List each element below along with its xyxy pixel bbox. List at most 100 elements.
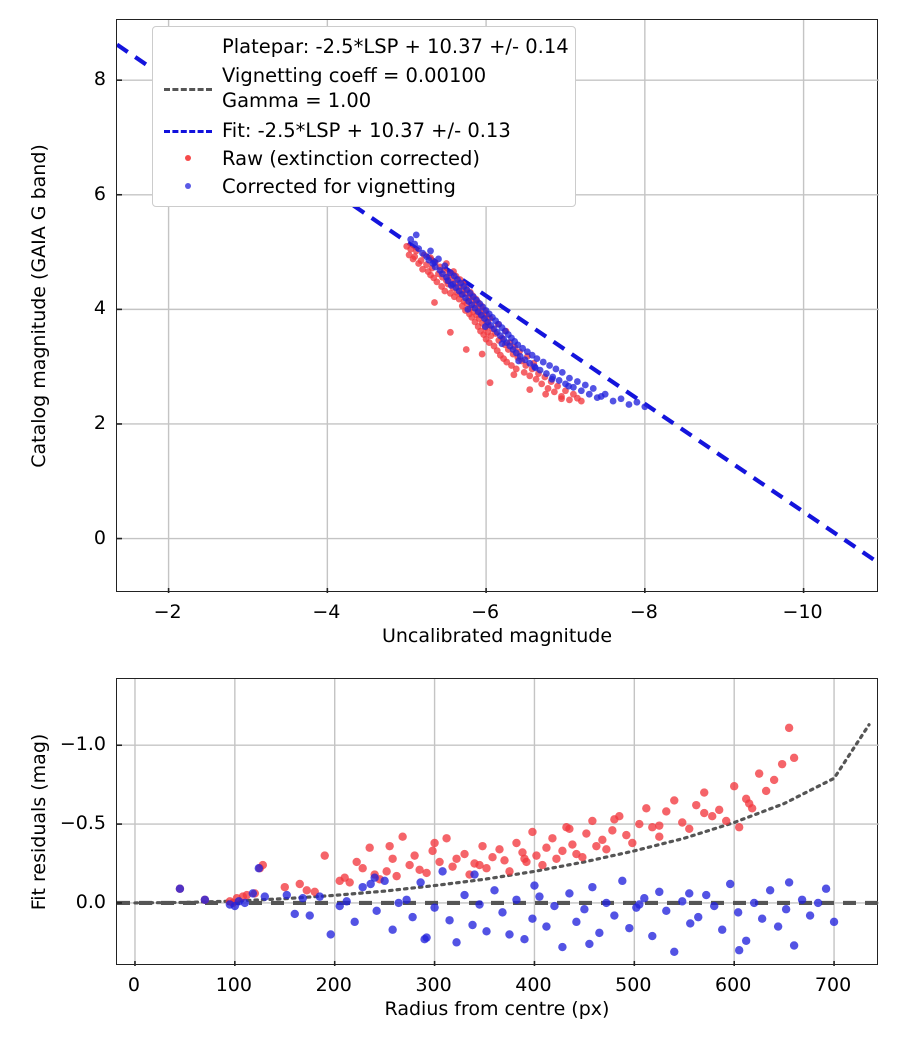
data-point (733, 908, 743, 917)
data-point (370, 873, 379, 882)
data-point (535, 892, 544, 901)
legend-key-dot-red (162, 147, 214, 169)
data-point (358, 864, 367, 873)
data-point (585, 390, 593, 398)
data-point (298, 893, 307, 903)
legend-item-vignetting: Vignetting coeff = 0.00100 Gamma = 1.00 (162, 60, 566, 116)
xtick-label: 700 (814, 974, 852, 996)
data-point (655, 821, 664, 830)
data-point (538, 860, 547, 870)
data-point (718, 925, 727, 934)
data-point (486, 379, 494, 387)
data-point (821, 884, 831, 893)
top-panel-ylabel: Catalog magnitude (GAIA G band) (28, 144, 50, 468)
data-point (350, 917, 359, 927)
data-point (523, 348, 531, 356)
data-point (558, 942, 567, 952)
data-point (678, 818, 687, 827)
data-point (610, 911, 619, 920)
legend: Platepar: -2.5*LSP + 10.37 +/- 0.14 Vign… (152, 26, 576, 207)
data-point (422, 868, 431, 878)
data-point (326, 930, 335, 939)
data-point (531, 364, 539, 372)
data-point (754, 769, 764, 778)
data-point (482, 927, 491, 936)
data-point (514, 341, 522, 349)
data-point (550, 901, 559, 911)
data-point (380, 876, 389, 886)
data-point (420, 934, 429, 944)
legend-key-dashed-gray (162, 77, 214, 99)
data-point (412, 231, 420, 239)
data-point (405, 860, 414, 870)
data-point (566, 396, 573, 404)
data-point (498, 340, 506, 348)
data-point (773, 922, 783, 931)
data-point (505, 867, 514, 876)
data-point (392, 871, 401, 881)
data-point (741, 936, 751, 945)
legend-item-corrected: Corrected for vignetting (162, 172, 566, 200)
data-point (578, 852, 587, 862)
data-point (427, 247, 434, 255)
data-point (617, 395, 625, 403)
data-point (700, 788, 709, 797)
data-point (702, 890, 711, 900)
data-point (382, 867, 391, 876)
data-point (694, 912, 703, 922)
data-point (470, 870, 479, 879)
data-point (581, 381, 589, 389)
data-point (282, 890, 291, 900)
data-point (542, 390, 550, 398)
data-point (670, 796, 679, 805)
data-point (415, 245, 423, 253)
data-point (577, 397, 585, 405)
data-point (784, 723, 794, 733)
data-point (358, 882, 367, 892)
legend-item-raw: Raw (extinction corrected) (162, 144, 566, 172)
data-point (431, 299, 438, 306)
legend-label-corrected: Corrected for vignetting (222, 174, 456, 198)
data-point (520, 368, 528, 376)
data-point (512, 838, 521, 848)
data-point (342, 897, 351, 906)
xtick-label: −8 (629, 601, 658, 623)
data-point (495, 845, 504, 854)
data-point (431, 258, 438, 266)
data-point (528, 914, 537, 923)
data-point (813, 898, 823, 908)
data-point (538, 380, 546, 388)
data-point (757, 914, 767, 923)
xtick-label: 600 (715, 974, 752, 996)
data-point (526, 359, 534, 367)
data-point (700, 808, 709, 818)
data-point (580, 905, 589, 914)
data-point (254, 864, 264, 873)
xtick-label: 0 (127, 974, 141, 996)
data-point (505, 930, 514, 939)
data-point (678, 897, 687, 906)
data-point (519, 344, 527, 352)
data-point (512, 895, 521, 904)
data-point (411, 240, 419, 248)
legend-label-fit: Fit: -2.5*LSP + 10.37 +/- 0.13 (222, 118, 511, 142)
xtick-label: 100 (215, 974, 252, 996)
data-point (417, 257, 425, 265)
data-point (366, 879, 375, 889)
ytick-label: −1.0 (59, 733, 106, 756)
data-point (572, 917, 581, 927)
data-point (248, 889, 258, 898)
data-point (708, 811, 717, 821)
data-point (200, 895, 210, 904)
legend-item-fit: Fit: -2.5*LSP + 10.37 +/- 0.13 (162, 116, 566, 144)
data-point (635, 900, 644, 909)
data-point (518, 848, 527, 857)
data-point (565, 824, 574, 834)
xtick-label: −6 (471, 601, 500, 623)
data-point (394, 898, 403, 908)
data-point (430, 903, 439, 912)
data-point (542, 843, 551, 852)
data-point (542, 922, 551, 931)
data-point (478, 841, 487, 851)
